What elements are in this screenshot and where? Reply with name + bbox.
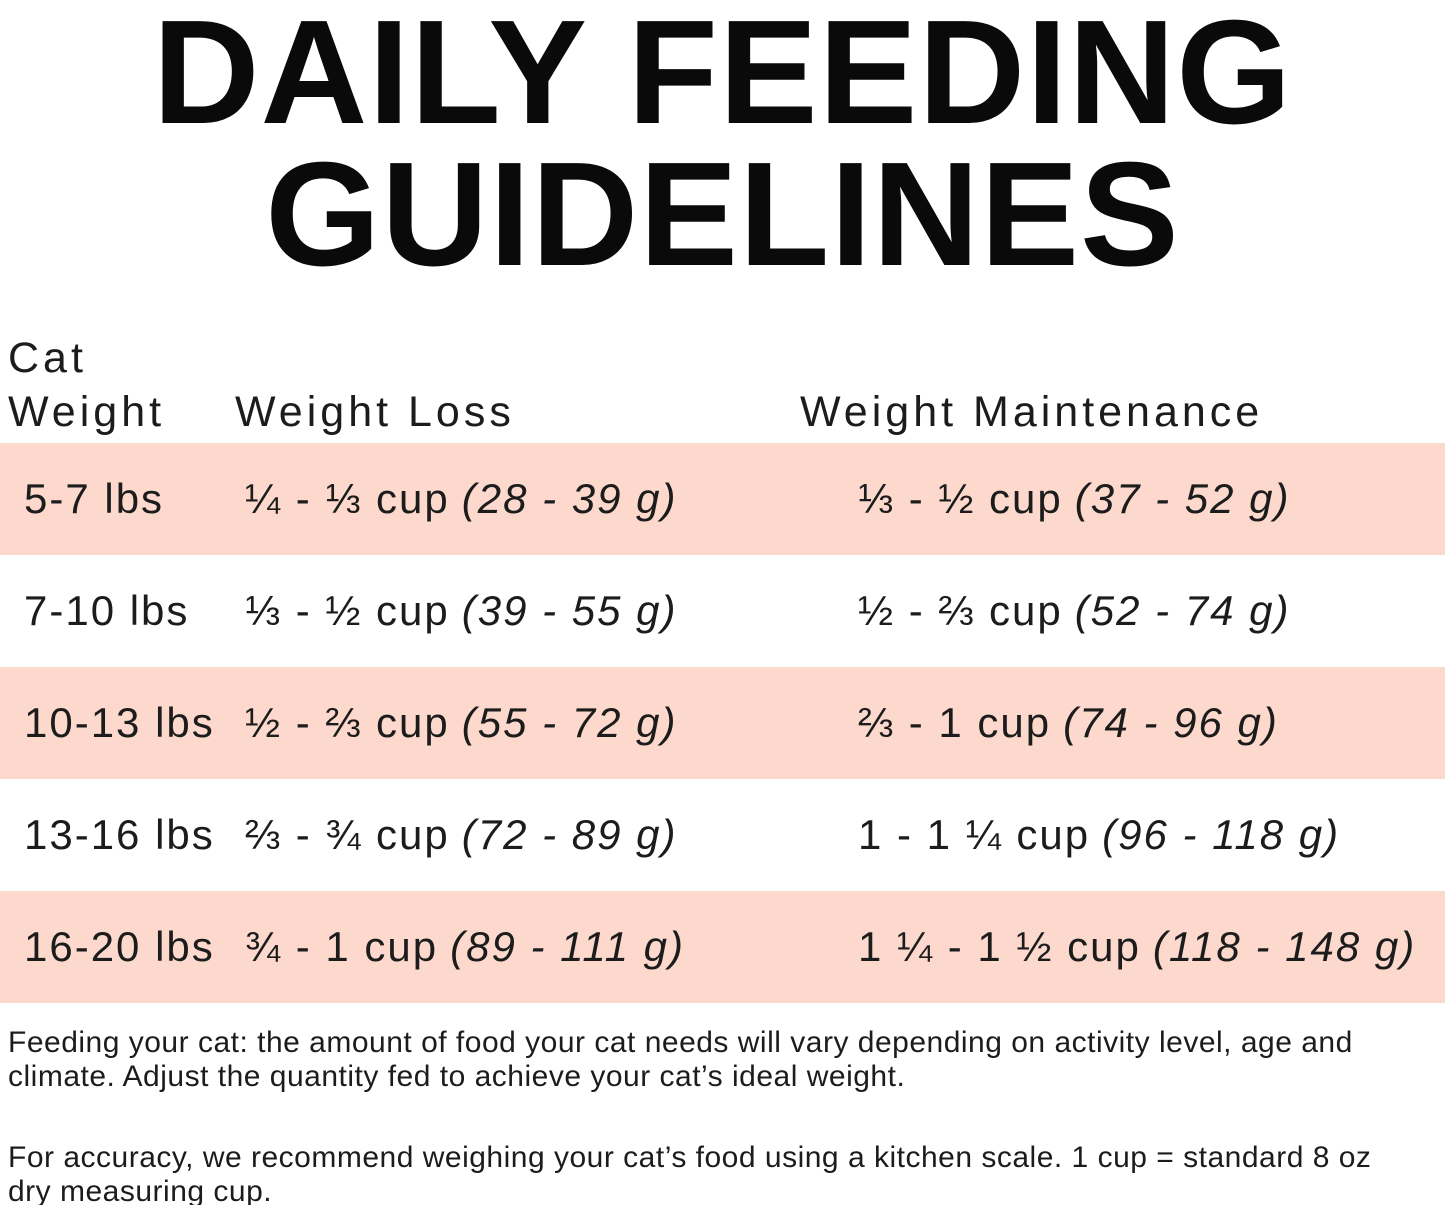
page-title-line1: DAILY FEEDING (152, 0, 1293, 155)
page-title: DAILY FEEDING GUIDELINES (0, 0, 1445, 298)
maint-cups: 1 ¼ - 1 ½ cup (858, 923, 1141, 970)
weight-loss-value: ⅓ - ½ cup (39 - 55 g) (232, 587, 800, 635)
loss-cups: ½ - ⅔ cup (245, 699, 450, 746)
column-header-cat-weight: Cat Weight (0, 332, 232, 440)
table-row: 7-10 lbs ⅓ - ½ cup (39 - 55 g) ½ - ⅔ cup(… (0, 555, 1445, 667)
accuracy-note: For accuracy, we recommend weighing your… (8, 1141, 1398, 1205)
loss-grams: (72 - 89 g) (461, 811, 678, 858)
weight-maintenance-value: ⅔ - 1 cup (74 - 96 g) (800, 699, 1445, 747)
weight-maintenance-value: 1 - 1 ¼ cup (96 - 118 g) (800, 811, 1445, 859)
feeding-note-line1: Feeding your cat: the amount of food you… (8, 1026, 1353, 1059)
maint-cups: ⅓ - ½ cup (858, 475, 1063, 522)
loss-grams: (89 - 111 g) (450, 923, 685, 970)
feeding-note-line2: climate. Adjust the quantity fed to achi… (8, 1059, 906, 1093)
accuracy-note-line2: dry measuring cup. (8, 1174, 273, 1205)
weight-loss-value: ¾ - 1 cup (89 - 111 g) (232, 923, 800, 971)
cat-weight-value: 10-13 lbs (24, 699, 215, 746)
cat-weight-value: 7-10 lbs (24, 587, 190, 634)
column-header-weight-maintenance: Weight Maintenance (800, 387, 1264, 436)
maint-grams: (37 - 52 g) (1074, 475, 1291, 522)
cat-weight-header-line2: Weight (8, 387, 166, 436)
table-row: 10-13 lbs ½ - ⅔ cup (55 - 72 g) ⅔ - 1 cup… (0, 667, 1445, 779)
loss-cups: ¼ - ⅓ cup (245, 475, 450, 522)
weight-maintenance-value: ½ - ⅔ cup (52 - 74 g) (800, 587, 1445, 635)
cat-weight-header-line1: Cat (8, 334, 87, 382)
maint-grams: (74 - 96 g) (1063, 699, 1279, 746)
table-header-row: Cat Weight Weight Loss Weight Maintenanc… (0, 332, 1445, 440)
page-title-line2: GUIDELINES (265, 132, 1180, 298)
maint-grams: (52 - 74 g) (1074, 587, 1291, 634)
accuracy-note-line1: For accuracy, we recommend weighing your… (8, 1141, 1372, 1175)
weight-maintenance-value: ⅓ - ½ cup (37 - 52 g) (800, 475, 1445, 523)
cat-weight-value: 5-7 lbs (24, 475, 165, 522)
loss-grams: (28 - 39 g) (461, 475, 678, 522)
weight-loss-value: ¼ - ⅓ cup (28 - 39 g) (232, 475, 800, 523)
weight-maintenance-value: 1 ¼ - 1 ½ cup (118 - 148 g) (800, 923, 1445, 971)
loss-grams: (55 - 72 g) (461, 699, 678, 746)
feeding-note: Feeding your cat: the amount of food you… (8, 1026, 1398, 1093)
table-row: 5-7 lbs ¼ - ⅓ cup (28 - 39 g) ⅓ - ½ cup (3… (0, 443, 1445, 555)
loss-grams: (39 - 55 g) (461, 587, 678, 634)
weight-loss-value: ⅔ - ¾ cup (72 - 89 g) (232, 811, 800, 859)
feeding-table: 5-7 lbs ¼ - ⅓ cup (28 - 39 g) ⅓ - ½ cup (3… (0, 443, 1445, 1003)
loss-cups: ⅓ - ½ cup (245, 587, 450, 634)
maint-grams: (96 - 118 g) (1102, 811, 1341, 858)
table-row: 13-16 lbs ⅔ - ¾ cup (72 - 89 g) 1 - 1 ¼ c… (0, 779, 1445, 891)
cat-weight-value: 16-20 lbs (24, 923, 215, 970)
weight-loss-value: ½ - ⅔ cup (55 - 72 g) (232, 699, 800, 747)
loss-cups: ⅔ - ¾ cup (245, 811, 450, 858)
column-header-weight-loss: Weight Loss (235, 387, 515, 436)
maint-grams: (118 - 148 g) (1152, 923, 1417, 970)
loss-cups: ¾ - 1 cup (245, 923, 439, 970)
table-row: 16-20 lbs ¾ - 1 cup (89 - 111 g) 1 ¼ - 1 … (0, 891, 1445, 1003)
cat-weight-value: 13-16 lbs (24, 811, 215, 858)
maint-cups: 1 - 1 ¼ cup (858, 811, 1091, 858)
footer-notes: Feeding your cat: the amount of food you… (8, 1026, 1398, 1205)
maint-cups: ⅔ - 1 cup (858, 699, 1052, 746)
maint-cups: ½ - ⅔ cup (858, 587, 1063, 634)
